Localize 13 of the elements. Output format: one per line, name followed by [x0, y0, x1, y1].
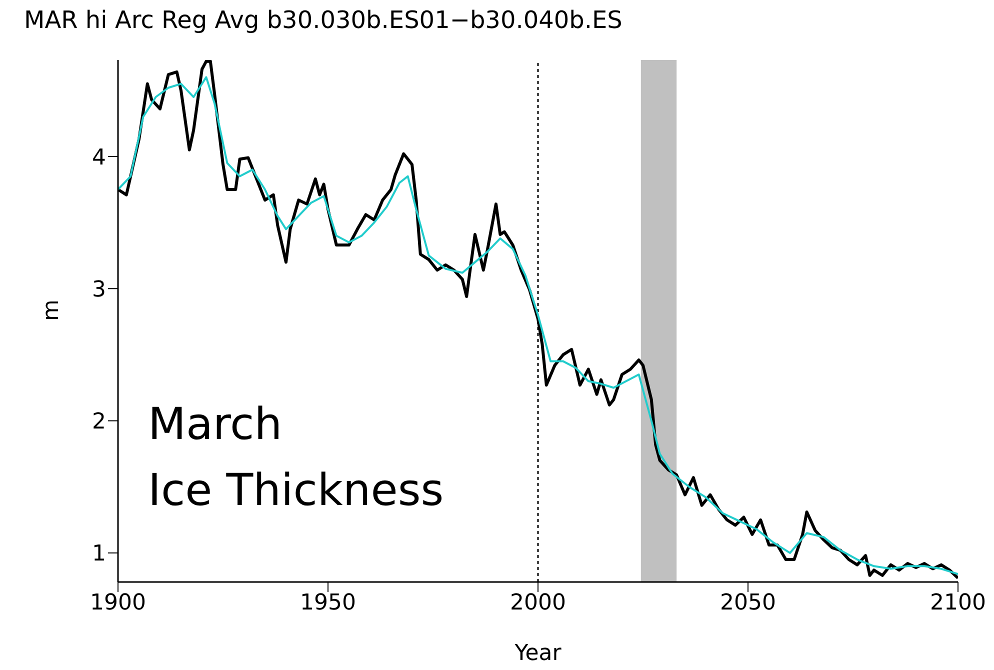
x-tick-label: 2050	[720, 590, 776, 616]
y-tick-label: 1	[92, 542, 106, 567]
y-axis-title: m	[38, 300, 64, 321]
x-tick-label: 1900	[90, 590, 146, 616]
y-tick-label: 4	[92, 145, 106, 170]
x-tick-label: 2000	[510, 590, 566, 616]
x-tick-label: 1950	[300, 590, 356, 616]
y-tick-label: 3	[92, 277, 106, 302]
chart-title: MAR hi Arc Reg Avg b30.030b.ES01−b30.040b.ES	[24, 6, 622, 34]
x-axis-title: Year	[514, 641, 562, 666]
x-tick-label: 2100	[930, 590, 986, 616]
y-tick-label: 2	[92, 410, 106, 435]
annotation: March Ice Thickness	[148, 392, 444, 524]
